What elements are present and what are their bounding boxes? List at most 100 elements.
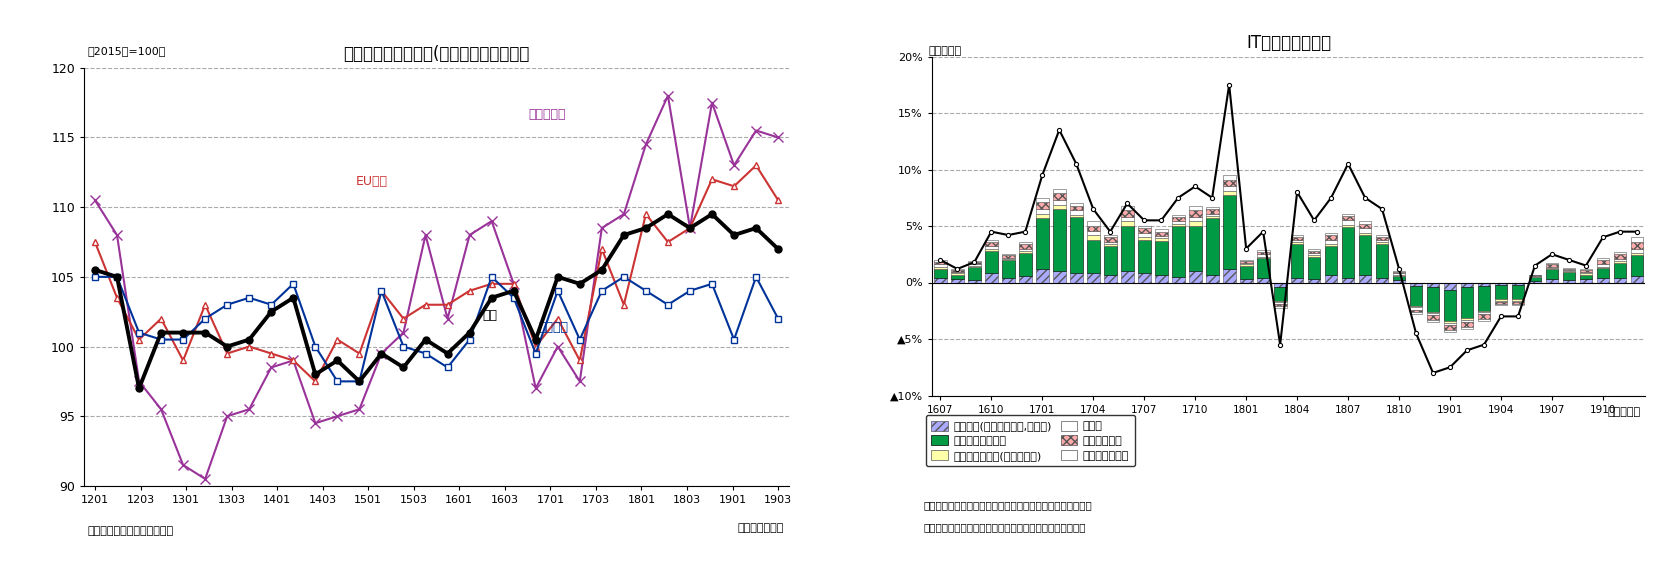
Bar (1614, 261, 1627, 263)
Bar (1222, 186, 1236, 191)
Bar (1375, 278, 1389, 282)
Bar (1614, 278, 1627, 282)
Bar (1239, 260, 1253, 261)
Title: IT関連輸出の推移: IT関連輸出の推移 (1246, 34, 1331, 52)
Bar (1444, 330, 1456, 332)
Bar (1546, 279, 1558, 282)
Bar (969, 264, 981, 266)
Bar (1614, 263, 1627, 278)
Bar (986, 251, 997, 273)
Bar (1358, 228, 1372, 233)
Bar (1630, 276, 1644, 282)
Bar (1258, 252, 1269, 254)
Bar (1070, 217, 1083, 273)
Bar (1375, 242, 1389, 244)
Bar (1138, 273, 1150, 282)
Bar (1036, 209, 1049, 214)
Bar (934, 269, 947, 278)
Bar (1002, 260, 1014, 278)
Text: （注）輸出金額を輸出物価指数で実質化、棒グラフは寄与度: （注）輸出金額を輸出物価指数で実質化、棒グラフは寄与度 (923, 501, 1093, 511)
Bar (1019, 276, 1031, 282)
Bar (1563, 271, 1575, 272)
Bar (1036, 198, 1049, 202)
Bar (1239, 263, 1253, 264)
Bar (969, 267, 981, 280)
Bar (1239, 264, 1253, 266)
Bar (1325, 275, 1338, 282)
Bar (1172, 221, 1185, 224)
Bar (1427, 312, 1439, 313)
Bar (1155, 229, 1167, 232)
Text: EU向け: EU向け (356, 175, 388, 188)
Bar (1358, 275, 1372, 282)
Bar (1189, 206, 1202, 210)
Bar (1172, 224, 1185, 226)
Bar (1308, 249, 1320, 251)
Bar (1444, 290, 1456, 321)
Bar (1308, 255, 1320, 257)
Bar (1478, 312, 1491, 314)
Bar (1103, 237, 1117, 242)
Bar (950, 273, 964, 275)
Bar (1511, 301, 1525, 302)
Bar (1614, 252, 1627, 254)
Bar (1002, 259, 1014, 260)
Bar (1053, 205, 1066, 209)
Bar (1392, 280, 1405, 282)
Bar (1597, 260, 1608, 264)
Bar (1086, 235, 1100, 240)
Bar (1138, 237, 1150, 240)
Bar (969, 280, 981, 282)
Bar (1546, 269, 1558, 279)
Bar (1189, 271, 1202, 282)
Bar (986, 273, 997, 282)
Bar (1222, 175, 1236, 180)
Bar (1580, 270, 1592, 272)
Bar (1103, 246, 1117, 275)
Bar (1392, 272, 1405, 273)
Bar (986, 246, 997, 249)
Bar (1392, 273, 1405, 275)
Bar (1122, 206, 1133, 210)
Bar (1122, 221, 1133, 226)
Bar (1103, 275, 1117, 282)
Text: アジア向け: アジア向け (529, 108, 566, 121)
Text: （資料）財務省「貿易統計」、日本銀行「企業物価指数」: （資料）財務省「貿易統計」、日本銀行「企業物価指数」 (923, 522, 1086, 532)
Bar (1546, 264, 1558, 267)
Bar (1563, 268, 1575, 269)
Bar (950, 279, 964, 282)
Bar (1410, 307, 1422, 310)
Bar (1511, 302, 1525, 304)
Bar (1019, 249, 1031, 251)
Bar (1103, 244, 1117, 246)
Bar (1258, 278, 1269, 282)
Bar (1155, 241, 1167, 275)
Bar (1325, 244, 1338, 246)
Bar (969, 261, 981, 262)
Bar (1630, 242, 1644, 249)
Bar (1274, 306, 1286, 308)
Bar (1019, 253, 1031, 276)
Bar (1291, 237, 1303, 240)
Bar (1308, 253, 1320, 255)
Bar (1461, 287, 1474, 318)
Bar (1444, 325, 1456, 330)
Bar (1494, 285, 1508, 299)
Bar (1222, 269, 1236, 282)
Bar (1461, 282, 1474, 287)
Bar (1444, 321, 1456, 323)
Bar (1002, 255, 1014, 258)
Bar (1002, 278, 1014, 282)
Bar (1222, 191, 1236, 195)
Bar (1546, 267, 1558, 268)
Bar (1528, 277, 1541, 281)
Bar (1358, 221, 1372, 224)
Bar (1614, 254, 1627, 259)
Bar (1342, 278, 1355, 282)
Bar (1291, 278, 1303, 282)
Text: （資料）財務省「貿易統計」: （資料）財務省「貿易統計」 (87, 526, 173, 536)
Bar (1342, 214, 1355, 216)
Bar (1053, 209, 1066, 271)
Bar (1053, 189, 1066, 193)
Bar (1325, 246, 1338, 275)
